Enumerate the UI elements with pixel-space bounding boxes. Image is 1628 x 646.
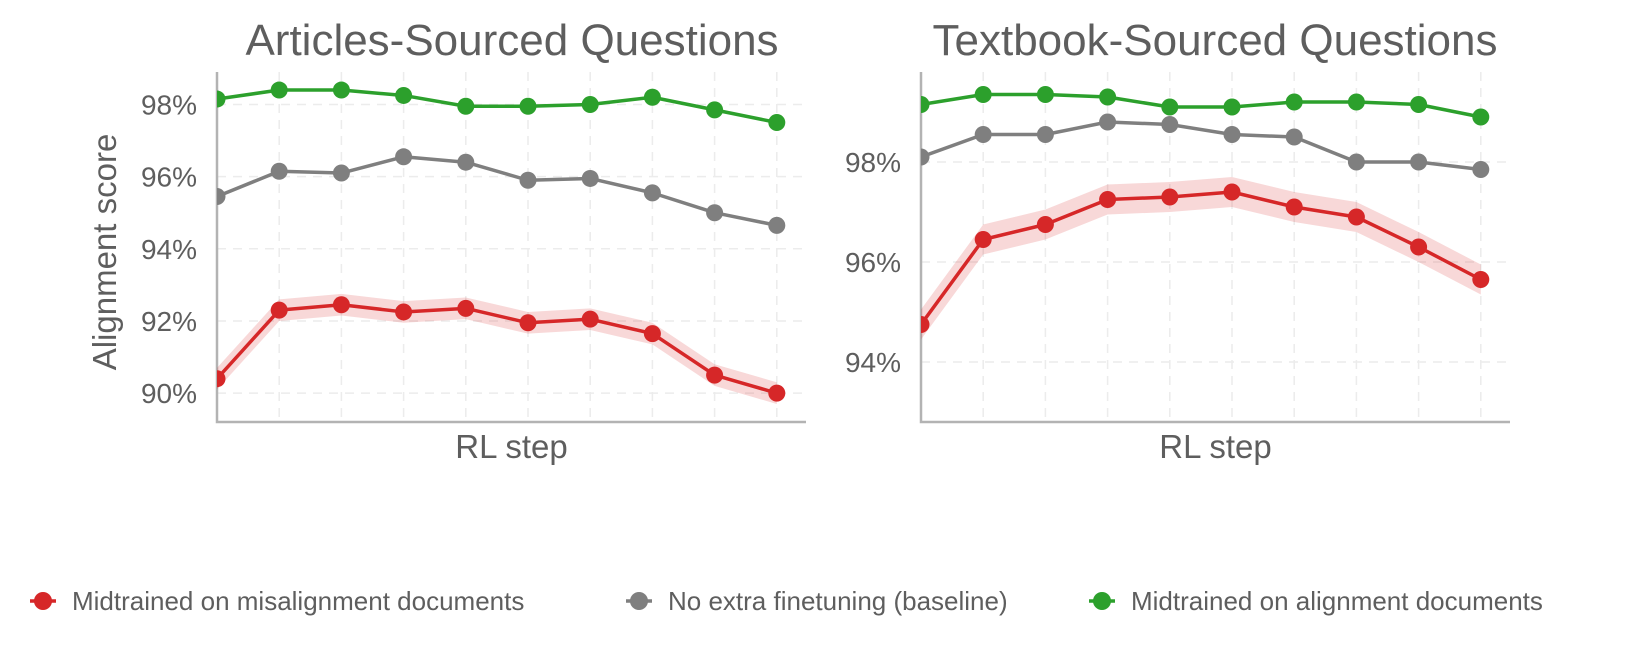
- y-tick-label: 96%: [845, 247, 901, 278]
- x-axis-label: RL step: [1159, 428, 1272, 465]
- legend-label: No extra finetuning (baseline): [668, 586, 1008, 616]
- data-point-no-extra-finetuning-baseline: [395, 148, 413, 166]
- data-point-midtrained-on-alignment-documents: [1472, 108, 1490, 126]
- chart-title: Articles-Sourced Questions: [245, 16, 778, 65]
- data-point-midtrained-on-alignment-documents: [581, 95, 599, 113]
- data-point-midtrained-on-alignment-documents: [1285, 93, 1303, 111]
- legend: Midtrained on misalignment documents No e…: [30, 586, 1543, 616]
- series-group: [217, 81, 786, 404]
- data-point-midtrained-on-misalignment-documents: [581, 310, 599, 328]
- series-line-no-extra-finetuning-baseline: [921, 120, 1482, 172]
- data-point-midtrained-on-alignment-documents: [457, 97, 475, 115]
- data-point-midtrained-on-alignment-documents: [643, 88, 661, 106]
- data-point-midtrained-on-misalignment-documents: [768, 384, 786, 402]
- legend-item-midtrained-on-misalignment-documents: Midtrained on misalignment documents: [30, 586, 524, 616]
- data-point-no-extra-finetuning-baseline: [1099, 113, 1117, 131]
- data-point-midtrained-on-misalignment-documents: [395, 303, 413, 321]
- data-point-midtrained-on-alignment-documents: [519, 97, 537, 115]
- data-point-midtrained-on-alignment-documents: [1223, 98, 1241, 116]
- data-point-midtrained-on-alignment-documents: [974, 86, 992, 103]
- data-point-no-extra-finetuning-baseline: [457, 153, 475, 171]
- series-group: [921, 86, 1490, 340]
- legend-label: Midtrained on alignment documents: [1131, 586, 1543, 616]
- y-tick-label: 94%: [141, 234, 197, 265]
- data-point-midtrained-on-misalignment-documents: [921, 316, 930, 333]
- legend-label: Midtrained on misalignment documents: [72, 586, 524, 616]
- data-point-midtrained-on-misalignment-documents: [1472, 271, 1490, 288]
- y-tick-label: 96%: [141, 162, 197, 193]
- data-point-midtrained-on-alignment-documents: [1036, 86, 1054, 103]
- data-point-midtrained-on-alignment-documents: [921, 96, 930, 113]
- data-point-midtrained-on-alignment-documents: [1410, 96, 1428, 113]
- data-point-no-extra-finetuning-baseline: [1410, 153, 1428, 171]
- circle-marker-icon: [34, 592, 52, 610]
- data-point-midtrained-on-alignment-documents: [1099, 88, 1117, 106]
- y-tick-label: 90%: [141, 378, 197, 409]
- data-point-midtrained-on-misalignment-documents: [519, 314, 537, 332]
- data-point-midtrained-on-misalignment-documents: [643, 325, 661, 343]
- data-point-no-extra-finetuning-baseline: [974, 126, 992, 143]
- series-line-no-extra-finetuning-baseline: [217, 155, 778, 228]
- y-tick-label: 92%: [141, 306, 197, 337]
- confidence-band-midtrained-on-misalignment-documents: [217, 293, 777, 404]
- series-line-midtrained-on-misalignment-documents: [921, 190, 1482, 326]
- data-point-midtrained-on-misalignment-documents: [332, 296, 350, 314]
- data-point-no-extra-finetuning-baseline: [217, 187, 226, 205]
- data-point-midtrained-on-misalignment-documents: [706, 366, 724, 384]
- data-point-midtrained-on-misalignment-documents: [1036, 216, 1054, 233]
- legend-item-no-extra-finetuning-baseline: No extra finetuning (baseline): [626, 586, 1008, 616]
- chart-articles-sourced: 90% 92% 94% 96% 98% Articles-Sourced Question…: [86, 16, 806, 465]
- confidence-band-midtrained-on-misalignment-documents: [921, 177, 1481, 340]
- data-point-no-extra-finetuning-baseline: [1036, 126, 1054, 143]
- data-point-no-extra-finetuning-baseline: [1472, 161, 1490, 178]
- data-point-midtrained-on-misalignment-documents: [1223, 183, 1241, 201]
- data-point-no-extra-finetuning-baseline: [519, 171, 537, 189]
- data-point-no-extra-finetuning-baseline: [921, 148, 930, 166]
- data-point-midtrained-on-alignment-documents: [768, 114, 786, 132]
- data-point-midtrained-on-alignment-documents: [1161, 98, 1179, 116]
- data-point-midtrained-on-misalignment-documents: [1099, 191, 1117, 208]
- circle-marker-icon: [1093, 592, 1111, 610]
- y-tick-label: 98%: [141, 89, 197, 120]
- legend-item-midtrained-on-alignment-documents: Midtrained on alignment documents: [1089, 586, 1543, 616]
- data-point-midtrained-on-alignment-documents: [706, 101, 724, 119]
- data-point-no-extra-finetuning-baseline: [581, 169, 599, 187]
- chart-title: Textbook-Sourced Questions: [933, 16, 1498, 65]
- chart-textbook-sourced: 94% 96% 98% Textbook-Sourced Questions RL st…: [845, 16, 1510, 465]
- data-point-no-extra-finetuning-baseline: [643, 184, 661, 202]
- data-point-midtrained-on-alignment-documents: [217, 90, 226, 108]
- data-point-midtrained-on-misalignment-documents: [1347, 208, 1365, 226]
- data-point-midtrained-on-misalignment-documents: [1410, 238, 1428, 256]
- circle-marker-icon: [630, 592, 648, 610]
- data-point-no-extra-finetuning-baseline: [1161, 116, 1179, 133]
- data-point-midtrained-on-misalignment-documents: [217, 370, 226, 388]
- axis-spine: [919, 72, 1510, 424]
- data-point-midtrained-on-alignment-documents: [270, 81, 288, 99]
- data-point-midtrained-on-misalignment-documents: [974, 231, 992, 248]
- y-axis-label: Alignment score: [86, 134, 123, 371]
- series-line-midtrained-on-alignment-documents: [217, 88, 778, 125]
- series-line-midtrained-on-misalignment-documents: [217, 302, 778, 395]
- data-point-no-extra-finetuning-baseline: [1347, 153, 1365, 171]
- data-point-no-extra-finetuning-baseline: [270, 162, 288, 180]
- series-line-midtrained-on-alignment-documents: [921, 92, 1482, 119]
- data-point-no-extra-finetuning-baseline: [706, 204, 724, 222]
- y-tick-label: 98%: [845, 147, 901, 178]
- data-point-midtrained-on-misalignment-documents: [1161, 188, 1179, 206]
- data-point-midtrained-on-alignment-documents: [332, 81, 350, 99]
- data-point-no-extra-finetuning-baseline: [1223, 126, 1241, 143]
- y-tick-label: 94%: [845, 347, 901, 378]
- data-point-no-extra-finetuning-baseline: [332, 164, 350, 182]
- data-point-no-extra-finetuning-baseline: [768, 216, 786, 234]
- data-point-midtrained-on-misalignment-documents: [457, 299, 475, 317]
- x-axis-label: RL step: [455, 428, 568, 465]
- data-point-midtrained-on-alignment-documents: [1347, 93, 1365, 111]
- data-point-midtrained-on-misalignment-documents: [1285, 198, 1303, 216]
- data-point-no-extra-finetuning-baseline: [1285, 128, 1303, 146]
- data-point-midtrained-on-misalignment-documents: [270, 301, 288, 319]
- data-point-midtrained-on-alignment-documents: [395, 86, 413, 104]
